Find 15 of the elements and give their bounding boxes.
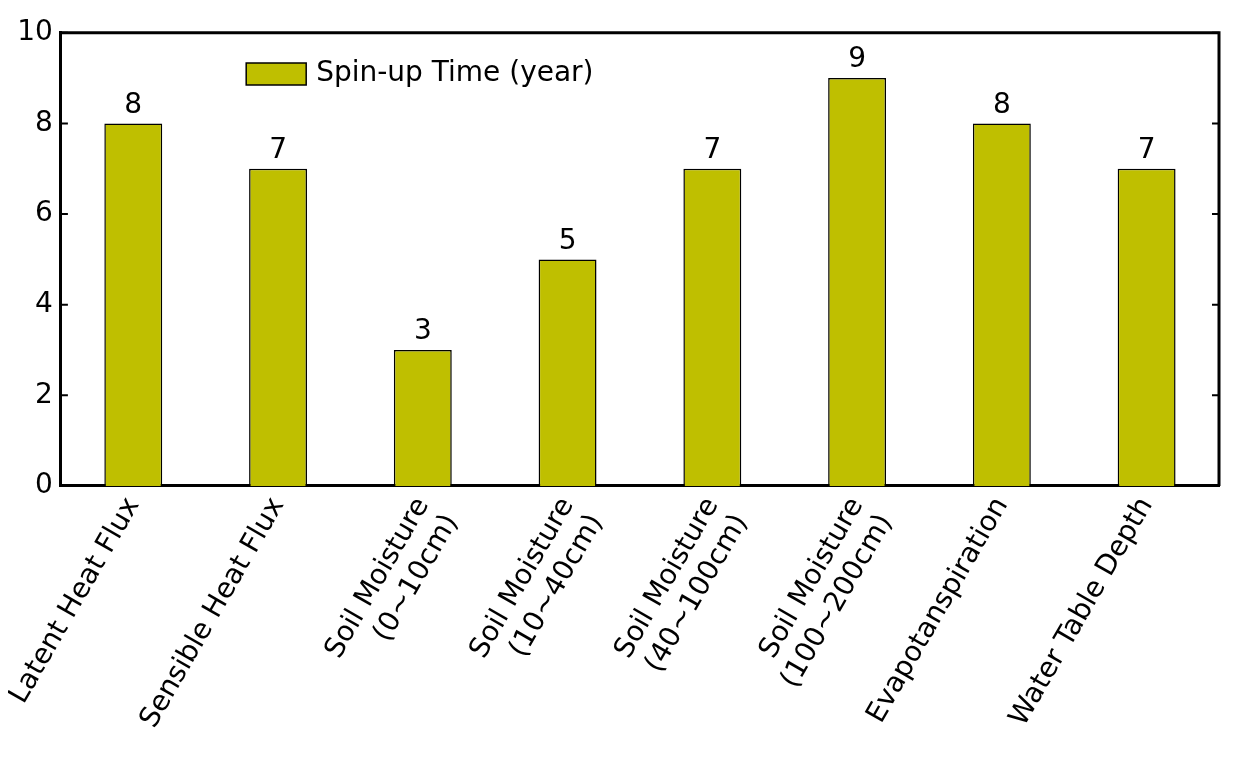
y-tick-label: 0 [35,467,53,501]
data-label: 8 [992,86,1011,120]
y-tick-label: 10 [17,14,53,48]
data-label: 9 [848,41,867,75]
y-tick-label: 2 [35,376,53,410]
data-label: 7 [269,132,287,166]
data-label: 7 [1137,132,1156,166]
y-tick-label: 8 [35,104,53,138]
data-label: 8 [124,86,143,120]
data-label: 5 [558,222,577,256]
y-tick-label: 6 [35,195,53,229]
y-tick-label: 4 [35,285,53,319]
legend-label: Spin-up Time (year) [316,55,594,89]
data-label: 7 [703,132,722,166]
data-label: 3 [413,313,432,347]
